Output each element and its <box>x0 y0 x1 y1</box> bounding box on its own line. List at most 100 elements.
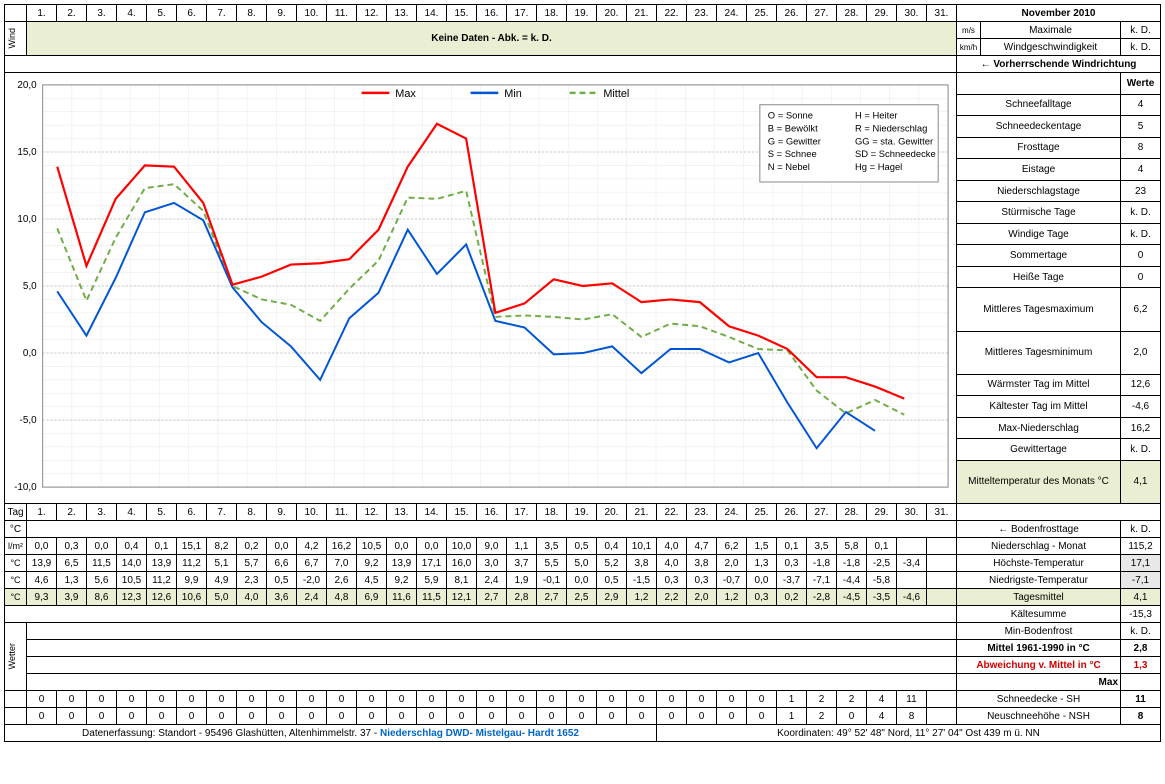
day-header: 14. <box>417 5 447 22</box>
stat-label: Schneefalltage <box>957 94 1121 116</box>
stat-val: 4,1 <box>1121 460 1161 503</box>
day-header: 18. <box>537 5 567 22</box>
data-cell: 0 <box>747 708 777 725</box>
data-cell: 9,2 <box>357 555 387 572</box>
day-header: 23. <box>687 5 717 22</box>
data-cell: 0 <box>537 691 567 708</box>
data-cell: -0,7 <box>717 572 747 589</box>
svg-text:R = Niederschlag: R = Niederschlag <box>855 122 927 133</box>
data-cell: 0 <box>687 708 717 725</box>
data-cell: 1,2 <box>627 589 657 606</box>
day-header: 20. <box>597 5 627 22</box>
data-cell: 0 <box>597 691 627 708</box>
row-total-label: Niedrigste-Temperatur <box>957 572 1121 589</box>
tagesmittel-row: °C9,33,98,612,312,610,65,04,03,62,44,86,… <box>5 589 1161 606</box>
footer-link[interactable]: Niederschlag DWD- Mistelgau- Hardt 1652 <box>380 728 579 739</box>
data-cell: 0 <box>567 691 597 708</box>
stat-label: Kältester Tag im Mittel <box>957 396 1121 418</box>
data-cell: 0 <box>477 708 507 725</box>
niedrigste-row: °C4,61,35,610,511,29,94,92,30,5-2,02,64,… <box>5 572 1161 589</box>
day-header: 7. <box>207 5 237 22</box>
svg-text:Max: Max <box>395 88 416 100</box>
data-cell: 0,5 <box>567 538 597 555</box>
stat-val: k. D. <box>1121 439 1161 461</box>
data-cell: -3,5 <box>867 589 897 606</box>
footer-left: Datenerfassung: Standort - 95496 Glashüt… <box>5 725 657 742</box>
stat-val: 0 <box>1121 266 1161 288</box>
data-cell: 0,5 <box>267 572 297 589</box>
data-cell: 4,0 <box>237 589 267 606</box>
data-cell: 0 <box>657 708 687 725</box>
stat-label: Stürmische Tage <box>957 202 1121 224</box>
stat-val: 6,2 <box>1121 288 1161 331</box>
extra-val: k. D. <box>1121 623 1161 640</box>
stat-val: 4 <box>1121 94 1161 116</box>
data-cell: 1,1 <box>507 538 537 555</box>
data-cell: 3,5 <box>807 538 837 555</box>
data-cell: 0 <box>117 691 147 708</box>
day-header: 27. <box>807 5 837 22</box>
data-cell: 9,0 <box>477 538 507 555</box>
data-cell: 0,0 <box>267 538 297 555</box>
svg-text:-5,0: -5,0 <box>20 415 38 426</box>
data-cell: 10,5 <box>357 538 387 555</box>
wind-ms-val: k. D. <box>1121 22 1161 39</box>
data-cell: 8,2 <box>207 538 237 555</box>
data-cell: 0,0 <box>87 538 117 555</box>
data-cell: 2,4 <box>297 589 327 606</box>
data-cell: 4,2 <box>297 538 327 555</box>
svg-text:0,0: 0,0 <box>23 348 37 359</box>
data-cell: 0 <box>297 691 327 708</box>
data-cell: 0 <box>357 691 387 708</box>
stat-label: Mittleres Tagesminimum <box>957 331 1121 374</box>
data-cell: 3,8 <box>627 555 657 572</box>
data-cell: 2,4 <box>477 572 507 589</box>
data-cell: 6,5 <box>57 555 87 572</box>
data-cell: 13,9 <box>387 555 417 572</box>
day-header: 4. <box>117 5 147 22</box>
stat-val: 12,6 <box>1121 374 1161 396</box>
data-cell: -4,5 <box>837 589 867 606</box>
data-cell: 5,6 <box>87 572 117 589</box>
data-cell: 0 <box>627 708 657 725</box>
svg-text:5,0: 5,0 <box>23 281 37 292</box>
svg-text:Hg = Hagel: Hg = Hagel <box>855 161 902 172</box>
stat-val: k. D. <box>1121 223 1161 245</box>
day-header: 2. <box>57 5 87 22</box>
data-cell: -1,5 <box>627 572 657 589</box>
neuschnee-row: 000000000000000000000000012048Neuschneeh… <box>5 708 1161 725</box>
data-cell: 0 <box>57 691 87 708</box>
data-cell: 0 <box>837 708 867 725</box>
data-cell: 1,2 <box>717 589 747 606</box>
day-header: 16. <box>477 5 507 22</box>
data-cell: -2,5 <box>867 555 897 572</box>
data-cell: 3,5 <box>537 538 567 555</box>
data-cell: 0 <box>357 708 387 725</box>
data-cell: 0 <box>447 691 477 708</box>
svg-text:N = Nebel: N = Nebel <box>768 161 810 172</box>
row-total-val: 4,1 <box>1121 589 1161 606</box>
data-cell: 4,9 <box>207 572 237 589</box>
data-cell: 2,3 <box>237 572 267 589</box>
data-cell: 0 <box>687 691 717 708</box>
data-cell: 0 <box>27 691 57 708</box>
schneedecke-row: 0000000000000000000000000122411Schneedec… <box>5 691 1161 708</box>
stat-label: Sommertage <box>957 245 1121 267</box>
data-cell: 0 <box>327 708 357 725</box>
stat-label: Eistage <box>957 159 1121 181</box>
data-cell: 3,8 <box>687 555 717 572</box>
extra-val: -15,3 <box>1121 606 1161 623</box>
data-cell: 5,0 <box>207 589 237 606</box>
svg-text:Min: Min <box>504 88 522 100</box>
data-cell: 1,9 <box>507 572 537 589</box>
data-cell: 0,0 <box>27 538 57 555</box>
stat-label: Frosttage <box>957 137 1121 159</box>
data-cell: 0 <box>417 691 447 708</box>
data-cell: 1 <box>777 708 807 725</box>
row-total-val: -7,1 <box>1121 572 1161 589</box>
stat-label: Wärmster Tag im Mittel <box>957 374 1121 396</box>
data-cell: 11,5 <box>87 555 117 572</box>
data-cell: 2,5 <box>567 589 597 606</box>
day-header: 24. <box>717 5 747 22</box>
data-cell: 2,2 <box>657 589 687 606</box>
